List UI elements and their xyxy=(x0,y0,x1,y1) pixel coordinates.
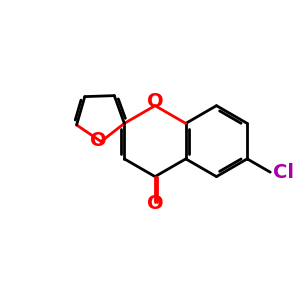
Text: O: O xyxy=(147,92,164,111)
Text: Cl: Cl xyxy=(273,163,294,182)
Text: O: O xyxy=(90,130,106,150)
Text: O: O xyxy=(147,194,164,213)
